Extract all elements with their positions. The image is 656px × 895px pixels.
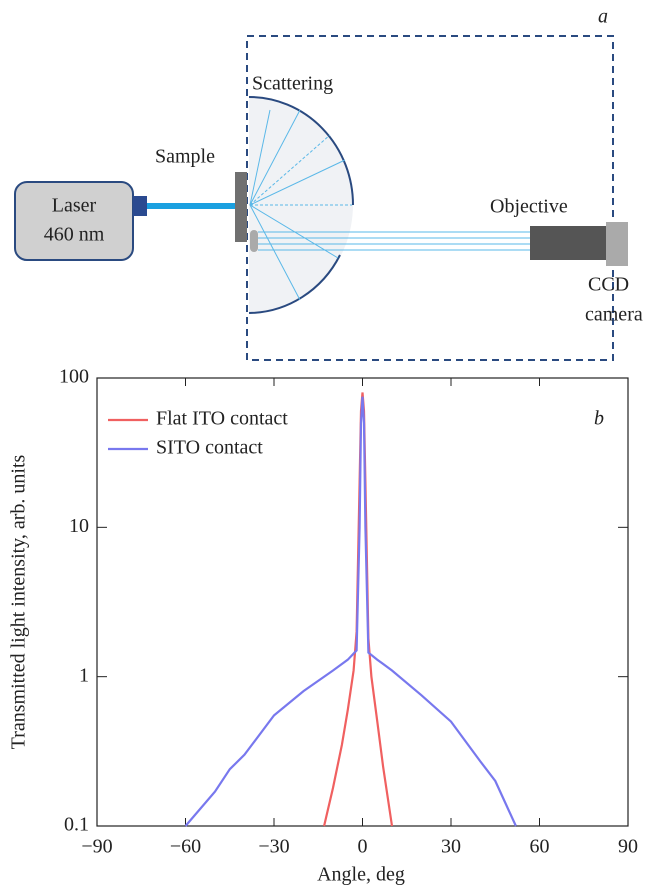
y-tick-label: 1 (79, 664, 89, 686)
objective (530, 226, 606, 260)
laser-label: 460 nm (44, 224, 105, 246)
x-tick-label: 0 (358, 836, 368, 858)
rays (249, 109, 530, 301)
sample (235, 172, 247, 242)
x-tick-label: 60 (530, 836, 550, 858)
panel-label: a (598, 6, 608, 28)
camera (606, 222, 628, 266)
arc (248, 96, 354, 206)
x-axis-label: Angle, deg (317, 864, 405, 886)
x-tick-label: 90 (618, 836, 638, 858)
x-tick-label: 30 (441, 836, 461, 858)
camera-label: CCD (588, 274, 629, 296)
y-axis-label: Transmitted light intensity, arb. units (8, 454, 30, 749)
laser-head (133, 196, 147, 216)
objective-label: Objective (490, 196, 568, 218)
laser-label: Laser (52, 195, 97, 217)
series-line (184, 396, 517, 827)
aperture (250, 230, 258, 252)
legend-label: Flat ITO contact (156, 408, 288, 430)
y-tick-label: 0.1 (64, 814, 89, 836)
camera-label: camera (585, 304, 643, 326)
laser (14, 181, 134, 261)
x-tick-label: −30 (258, 836, 289, 858)
y-tick-label: 100 (59, 366, 89, 388)
legend-label: SITO contact (156, 437, 263, 459)
y-tick-label: 10 (69, 515, 89, 537)
panel-label: b (594, 408, 604, 430)
scattering-label: Scattering (252, 73, 333, 95)
x-tick-label: −60 (170, 836, 201, 858)
x-tick-label: −90 (81, 836, 112, 858)
sample-label: Sample (155, 146, 215, 168)
arc (248, 254, 341, 314)
